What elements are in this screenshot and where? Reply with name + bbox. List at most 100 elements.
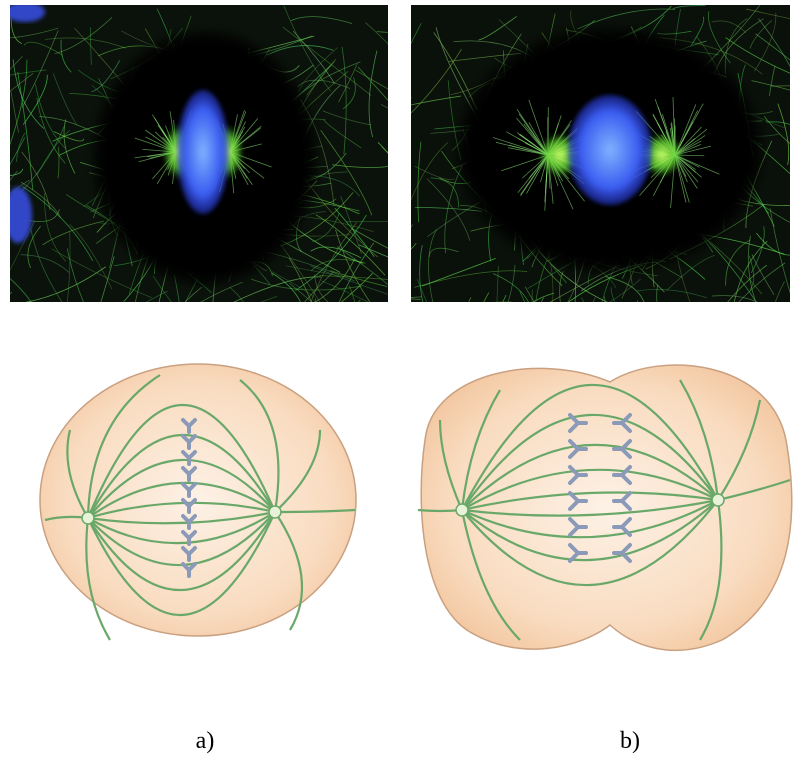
spindle-fiber: [87, 511, 276, 592]
filament: [771, 85, 790, 87]
filament: [447, 80, 462, 161]
filament: [185, 278, 198, 302]
filament: [417, 141, 422, 223]
filament: [271, 272, 301, 302]
filament: [340, 272, 374, 302]
filament: [297, 79, 351, 89]
filament: [774, 281, 785, 302]
filament: [507, 264, 516, 302]
filament: [541, 297, 544, 302]
filament: [419, 245, 424, 302]
spindle-fiber: [461, 413, 719, 511]
filament: [747, 235, 756, 301]
filament: [604, 296, 606, 302]
filament: [22, 74, 48, 125]
cell-body: [39, 363, 357, 637]
filament: [292, 30, 335, 84]
filament: [323, 119, 362, 149]
filament: [581, 297, 585, 302]
filament: [659, 37, 763, 75]
filament: [748, 255, 755, 291]
filament: [10, 278, 32, 302]
filament: [610, 287, 616, 302]
spindle-fiber: [87, 511, 276, 616]
chromosome: [568, 543, 588, 563]
filament: [377, 142, 388, 154]
chromosome: [568, 439, 588, 459]
filament: [27, 209, 60, 223]
neighbor-nucleus: [10, 187, 32, 243]
filament: [351, 228, 388, 249]
filament: [340, 196, 362, 255]
chromosome: [181, 514, 197, 530]
filament: [319, 275, 388, 280]
chromosome: [181, 434, 197, 450]
filament: [376, 31, 388, 33]
filament: [66, 231, 71, 302]
filament: [708, 11, 731, 64]
filament: [322, 110, 372, 126]
filament: [12, 59, 45, 129]
filament: [724, 17, 748, 75]
filament: [10, 220, 36, 272]
filament: [22, 186, 94, 262]
astral-fiber: [274, 429, 322, 513]
filament: [411, 298, 421, 300]
filament: [320, 130, 373, 216]
filament: [312, 213, 340, 243]
filament: [745, 140, 773, 229]
filament: [411, 242, 417, 250]
filament: [10, 69, 47, 76]
filament: [310, 265, 388, 295]
filament: [17, 72, 34, 190]
filament: [57, 147, 60, 179]
astral-fiber: [460, 509, 521, 641]
chromosome: [181, 530, 197, 546]
spindle-fiber: [461, 468, 719, 511]
filament: [100, 256, 115, 302]
centrosome: [81, 511, 95, 525]
filament: [145, 290, 168, 302]
filament: [524, 286, 535, 302]
cell-body: [420, 364, 793, 652]
filament: [53, 131, 85, 142]
astral-fiber: [239, 379, 280, 513]
astral-fiber: [85, 517, 111, 641]
filament: [755, 33, 790, 61]
filament: [60, 39, 72, 73]
filament: [36, 129, 71, 176]
filament: [229, 287, 244, 302]
chromosome: [568, 413, 588, 433]
spindle-fiber: [87, 501, 276, 520]
spindle-fiber: [87, 510, 276, 525]
filament: [483, 292, 490, 302]
filament: [10, 126, 65, 203]
astral-fiber: [274, 508, 356, 514]
astral-fiber: [438, 419, 464, 511]
chromosomes: [177, 90, 229, 214]
filament: [601, 261, 618, 302]
filament: [763, 116, 790, 145]
filament: [349, 285, 356, 302]
filament: [45, 37, 126, 49]
chromosome: [612, 491, 632, 511]
filament: [10, 90, 19, 133]
filament: [577, 8, 675, 30]
filament: [42, 220, 104, 246]
filament: [415, 207, 482, 212]
filament: [414, 165, 455, 181]
filament: [304, 271, 334, 302]
filament: [10, 170, 18, 182]
filament: [282, 26, 372, 96]
filament: [89, 27, 92, 65]
filament: [20, 254, 70, 273]
filament: [727, 264, 768, 302]
filament: [754, 12, 777, 72]
filament: [672, 5, 706, 10]
filament: [444, 165, 463, 254]
filament: [63, 119, 76, 174]
astral-fiber: [679, 379, 720, 501]
chromosomes: [568, 95, 652, 205]
filament: [321, 280, 369, 302]
